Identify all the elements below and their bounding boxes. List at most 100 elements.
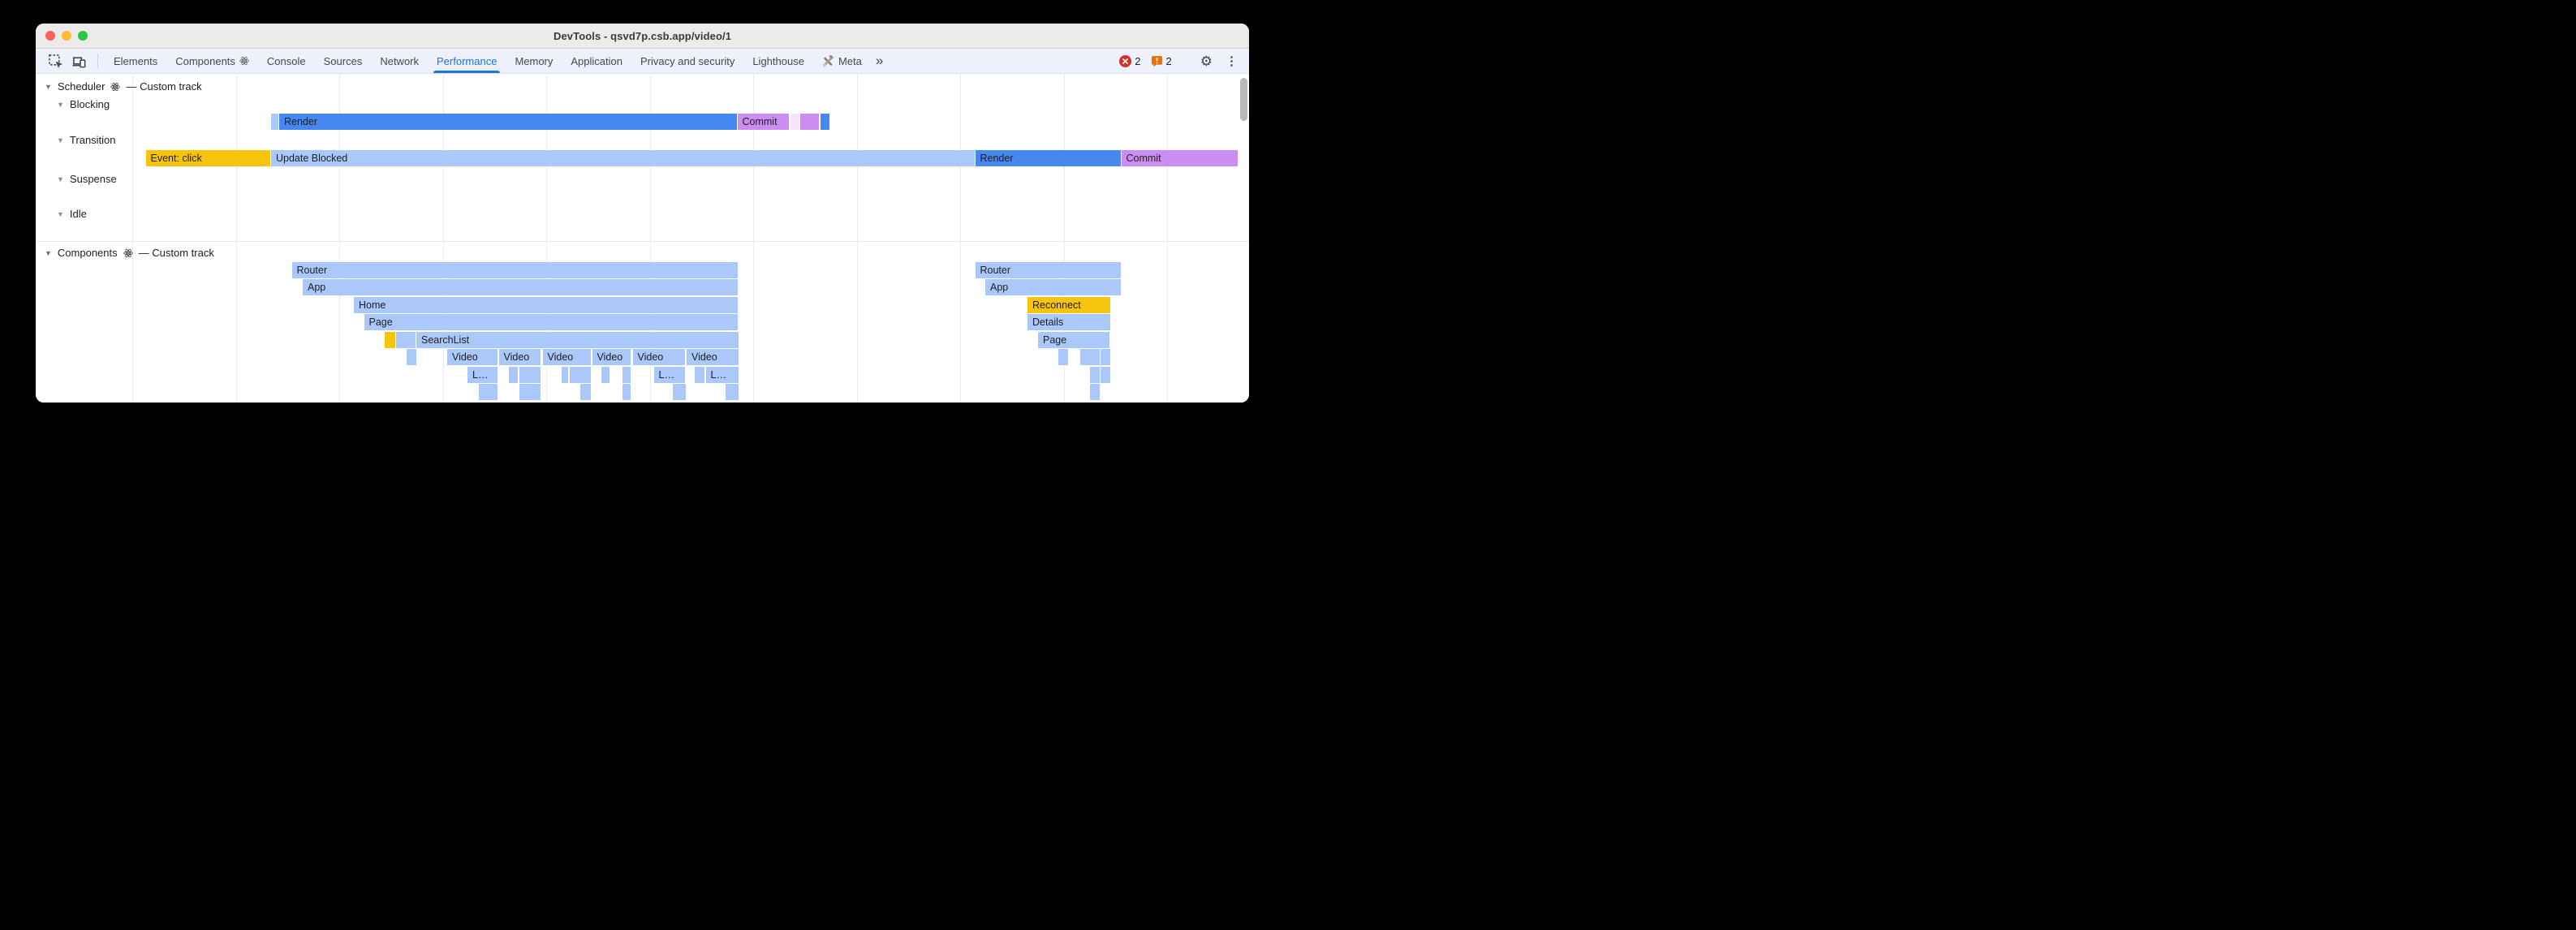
flame-bar-l[interactable]: L… bbox=[653, 366, 685, 383]
track-header-scheduler[interactable]: ▼ Scheduler — Custom track bbox=[45, 80, 202, 93]
gear-icon: ⚙ bbox=[1200, 53, 1213, 69]
vertical-scrollbar[interactable] bbox=[1240, 78, 1247, 121]
flame-bar[interactable] bbox=[673, 384, 686, 400]
flame-bar[interactable] bbox=[396, 331, 416, 348]
tab-sources[interactable]: Sources bbox=[315, 49, 372, 73]
flame-bar[interactable] bbox=[1090, 384, 1100, 400]
device-toolbar-icon bbox=[72, 56, 86, 67]
flame-bar[interactable] bbox=[1080, 349, 1100, 365]
flame-bar-app[interactable]: App bbox=[303, 279, 738, 295]
flame-bar-page[interactable]: Page bbox=[1038, 331, 1109, 348]
zoom-window-button[interactable] bbox=[78, 31, 88, 41]
flame-bar-video[interactable]: Video bbox=[632, 349, 685, 365]
minimize-window-button[interactable] bbox=[62, 31, 71, 41]
hammer-wrench-icon bbox=[822, 54, 834, 67]
flame-bar[interactable] bbox=[695, 366, 704, 383]
tab-network[interactable]: Network bbox=[371, 49, 428, 73]
flame-bar-app[interactable]: App bbox=[985, 279, 1121, 295]
flame-bar-video[interactable]: Video bbox=[447, 349, 498, 365]
flame-bar[interactable] bbox=[570, 366, 591, 383]
flame-bar-page[interactable]: Page bbox=[364, 314, 738, 330]
tab-lighthouse[interactable]: Lighthouse bbox=[743, 49, 813, 73]
track-separator bbox=[36, 241, 1249, 242]
window-title: DevTools - qsvd7p.csb.app/video/1 bbox=[553, 29, 732, 42]
lane-label-blocking[interactable]: ▼ Blocking bbox=[36, 97, 110, 111]
flame-bar-l[interactable]: L… bbox=[705, 366, 739, 383]
flame-bar-reconnect[interactable]: Reconnect bbox=[1027, 296, 1110, 313]
device-toolbar-button[interactable] bbox=[67, 49, 91, 73]
flame-bar-render[interactable]: Render bbox=[975, 150, 1121, 166]
lane-label-text: Suspense bbox=[69, 173, 117, 185]
flame-bar[interactable] bbox=[622, 366, 631, 383]
traffic-lights bbox=[45, 24, 88, 48]
flame-bar[interactable] bbox=[478, 384, 498, 400]
flame-bar-commit[interactable]: Commit bbox=[1121, 150, 1238, 166]
flame-bar[interactable] bbox=[1101, 349, 1110, 365]
flame-bar-searchlist[interactable]: SearchList bbox=[416, 331, 739, 348]
inspect-element-button[interactable] bbox=[44, 49, 67, 73]
tab-application[interactable]: Application bbox=[562, 49, 631, 73]
flame-bar[interactable] bbox=[1101, 366, 1110, 383]
flame-bar[interactable] bbox=[270, 114, 278, 130]
tab-components[interactable]: Components bbox=[166, 49, 258, 73]
flame-bar-video[interactable]: Video bbox=[542, 349, 591, 365]
flame-bar[interactable] bbox=[790, 114, 799, 130]
flame-bar[interactable] bbox=[1090, 366, 1100, 383]
tab-elements[interactable]: Elements bbox=[105, 49, 166, 73]
tab-memory[interactable]: Memory bbox=[506, 49, 562, 73]
kebab-menu-icon: ⋮ bbox=[1226, 54, 1238, 68]
customize-menu-button[interactable]: ⋮ bbox=[1221, 55, 1243, 67]
flame-bar[interactable] bbox=[407, 349, 416, 365]
track-header-components[interactable]: ▼ Components — Custom track bbox=[45, 247, 214, 259]
flame-bar-router[interactable]: Router bbox=[975, 261, 1121, 278]
window-titlebar[interactable]: DevTools - qsvd7p.csb.app/video/1 bbox=[36, 24, 1249, 49]
flame-bar[interactable] bbox=[622, 384, 631, 400]
flame-bar-event-click[interactable]: Event: click bbox=[145, 150, 270, 166]
flame-bar-video[interactable]: Video bbox=[498, 349, 541, 365]
flame-bar[interactable] bbox=[561, 366, 568, 383]
collapse-triangle-icon[interactable]: ▼ bbox=[45, 248, 52, 257]
collapse-triangle-icon[interactable]: ▼ bbox=[57, 136, 64, 144]
flame-bar-details[interactable]: Details bbox=[1027, 314, 1110, 330]
tab-privacy-and-security[interactable]: Privacy and security bbox=[631, 49, 743, 73]
flame-bar[interactable] bbox=[509, 366, 518, 383]
flame-bar[interactable] bbox=[385, 331, 395, 348]
gridline bbox=[235, 74, 237, 403]
devtools-window: DevTools - qsvd7p.csb.app/video/1 Elemen… bbox=[36, 24, 1249, 403]
tab-console[interactable]: Console bbox=[258, 49, 315, 73]
tab-meta[interactable]: Meta bbox=[813, 49, 871, 73]
collapse-triangle-icon[interactable]: ▼ bbox=[57, 100, 64, 109]
flame-bar-render[interactable]: Render bbox=[279, 114, 737, 130]
lane-label-text: Transition bbox=[69, 134, 116, 146]
flame-bar-commit[interactable]: Commit bbox=[737, 114, 789, 130]
close-window-button[interactable] bbox=[45, 31, 55, 41]
tab-performance[interactable]: Performance bbox=[428, 49, 506, 73]
lane-label-idle[interactable]: ▼ Idle bbox=[36, 207, 87, 221]
flame-bar[interactable] bbox=[1058, 349, 1068, 365]
more-tabs-button[interactable]: » bbox=[871, 49, 887, 73]
flame-bar[interactable] bbox=[519, 384, 541, 400]
flame-bar[interactable] bbox=[601, 366, 610, 383]
lane-label-transition[interactable]: ▼ Transition bbox=[36, 133, 116, 147]
flame-bar[interactable] bbox=[820, 114, 829, 130]
flame-bar-router[interactable]: Router bbox=[291, 261, 738, 278]
flame-bar[interactable] bbox=[725, 384, 739, 400]
flame-bar-l[interactable]: L… bbox=[467, 366, 498, 383]
flame-bar-home[interactable]: Home bbox=[354, 296, 738, 313]
issues-badge[interactable]: 2 bbox=[1148, 55, 1175, 67]
collapse-triangle-icon[interactable]: ▼ bbox=[45, 82, 52, 91]
active-tab-underline bbox=[433, 71, 501, 73]
collapse-triangle-icon[interactable]: ▼ bbox=[57, 174, 64, 183]
devtools-toolbar: Elements Components Console Sources Network P… bbox=[36, 49, 1249, 74]
flame-bar[interactable] bbox=[519, 366, 541, 383]
flame-bar-video[interactable]: Video bbox=[687, 349, 739, 365]
gridline bbox=[856, 74, 858, 403]
console-errors-badge[interactable]: 2 bbox=[1116, 54, 1144, 67]
lane-label-suspense[interactable]: ▼ Suspense bbox=[36, 172, 117, 186]
flame-bar[interactable] bbox=[800, 114, 819, 130]
flame-bar-update-blocked[interactable]: Update Blocked bbox=[271, 150, 975, 166]
settings-button[interactable]: ⚙ bbox=[1195, 54, 1217, 68]
flame-bar[interactable] bbox=[580, 384, 591, 400]
collapse-triangle-icon[interactable]: ▼ bbox=[57, 209, 64, 218]
flame-bar-video[interactable]: Video bbox=[592, 349, 631, 365]
